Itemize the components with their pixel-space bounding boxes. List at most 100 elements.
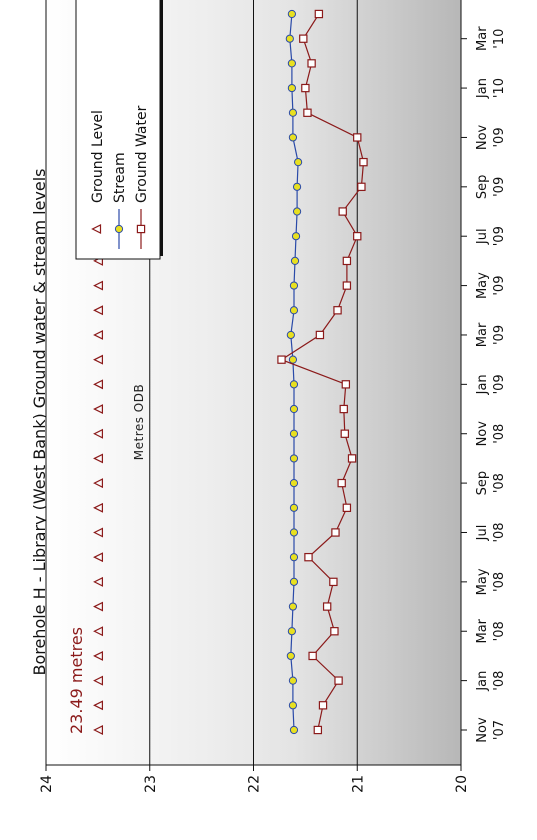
ground-water-point [315,330,325,340]
ground-water-point [341,380,351,389]
ground-level-point [93,552,104,563]
x-tick-label: '08 [492,473,507,493]
stream-point [292,207,302,216]
ground-water-point [304,552,313,562]
x-tick-label: '10 [492,78,507,98]
x-tick-label: '10 [492,29,507,49]
legend-label: Ground Level [90,110,106,203]
ground-water-point [342,256,352,266]
stream-point [289,429,299,438]
ground-water-point [299,34,308,43]
stream-point [289,454,299,463]
ground-water-point [357,182,366,192]
ground-water-point [347,454,357,463]
ground-water-point [359,157,368,167]
x-tick-label: May [475,272,490,299]
ground-level-point [93,725,104,735]
ground-water-point [353,133,362,142]
stream-point [286,651,295,661]
stream-point [288,701,298,710]
ground-water-point [342,281,352,290]
stream-point [287,9,296,19]
stream-point [289,281,299,290]
x-tick-label: May [475,568,490,595]
legend: Ground Level Stream Ground Water [75,0,163,260]
x-tick-label: '09 [492,276,507,296]
stream-point [289,404,299,414]
ground-level-point [93,675,104,686]
ground-water-point [353,232,362,241]
ground-level-point [93,379,104,390]
ground-water-point [342,503,352,512]
y-axis-label: Metres ODB [132,384,146,460]
stream-point [287,83,296,93]
ground-water-point [318,701,328,710]
stream-point [287,59,296,68]
series-ground-level [93,206,104,735]
ground-water-point [339,404,348,414]
y-tick-label: 21 [350,775,366,793]
ground-water-point [334,676,343,685]
ground-level-point [93,354,104,365]
stream-point [292,182,302,191]
ground-level-point [93,453,104,464]
stream-point [288,133,298,142]
ground-water-point [277,355,286,364]
ground-level-point [93,428,104,439]
chart-title: Borehole H - Library (West Bank) Ground … [30,168,49,675]
stream-point [289,528,299,537]
series-ground-water [277,9,368,735]
ground-water-point [303,108,312,117]
stream-point [289,577,299,586]
legend-box [75,0,161,260]
ground-level-point [93,626,104,637]
ground-level-point [93,502,104,513]
ground-water-point [338,207,347,216]
ground-water-point [322,602,332,611]
ground-water-point [329,577,338,587]
ground-water-point [340,429,350,438]
x-tick-label: '08 [492,572,507,592]
ground-level-point [93,404,104,415]
stream-point [288,602,298,611]
x-tick-label: Mar [475,26,490,51]
ground-water-point [331,528,340,537]
stream-point [289,306,299,315]
x-tick-label: '09 [492,127,507,147]
x-tick-label: '08 [492,621,507,641]
x-tick-label: '09 [492,226,507,246]
y-tick-label: 24 [39,775,55,793]
ground-water-point [337,478,346,488]
stream-point [288,355,298,364]
ground-level-point [93,576,104,587]
x-tick-label: '08 [492,522,507,542]
x-tick-label: '09 [492,325,507,345]
x-tick-label: '09 [492,177,507,197]
ground-level-point [93,700,104,711]
stream-point [289,725,299,735]
x-tick-label: '09 [492,374,507,394]
x-tick-label: Jan [475,78,490,99]
stream-point [289,479,299,488]
ground-level-point [93,329,104,340]
y-tick-label: 23 [143,775,159,793]
stream-point [114,224,124,234]
ground-level-point [93,527,104,538]
ground-water-point [136,224,146,234]
y-tick-label: 22 [247,775,263,793]
legend-label: Ground Water [134,105,150,203]
ground-level-point [93,280,104,291]
stream-point [291,232,301,241]
ground-water-point [307,59,316,68]
x-tick-label: Mar [475,322,490,347]
series-stream [285,9,303,735]
ground-level-point [93,601,104,612]
y-axis: 20 21 22 23 24 [39,765,470,793]
y-tick-label: 20 [454,775,470,793]
legend-label: Stream [112,152,128,203]
stream-point [288,108,298,117]
x-tick-label: Nov [475,421,490,447]
stream-point [289,380,299,389]
